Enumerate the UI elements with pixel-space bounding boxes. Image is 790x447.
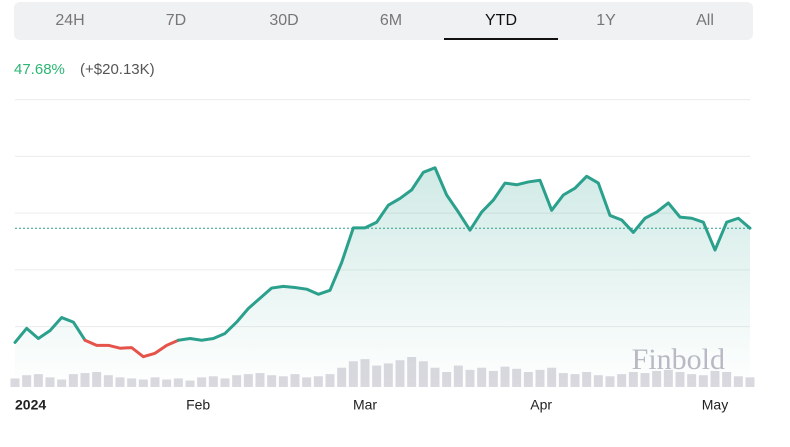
area: [15, 167, 750, 387]
x-tick-label: Feb: [186, 397, 210, 413]
tab[interactable]: 30D: [269, 12, 298, 29]
x-tick-label: May: [702, 397, 728, 413]
tab-bar: [14, 2, 753, 40]
plot: [13, 166, 752, 387]
price-line: [13, 316, 87, 344]
tab[interactable]: 1Y: [596, 12, 616, 29]
watermark: Finbold: [632, 343, 725, 376]
tab-underline: [444, 38, 558, 40]
x-tick-label: Mar: [353, 397, 377, 413]
x-tick-label: Apr: [530, 397, 552, 413]
tab[interactable]: 24H: [55, 12, 84, 29]
price-line: [176, 166, 752, 342]
tab[interactable]: 6M: [380, 12, 402, 29]
tab[interactable]: 7D: [166, 12, 186, 29]
tab[interactable]: All: [696, 12, 714, 29]
x-tick-label: 2024: [15, 397, 46, 413]
change-amount: (+$20.13K): [80, 61, 155, 78]
change-percent: 47.68%: [14, 61, 65, 78]
tabs: 24H 7D 30D 6M YTD 1Y All: [55, 12, 714, 40]
tab[interactable]: YTD: [485, 12, 517, 29]
price-line: [83, 338, 180, 359]
x-axis: 2024 Feb Mar Apr May: [15, 397, 728, 413]
